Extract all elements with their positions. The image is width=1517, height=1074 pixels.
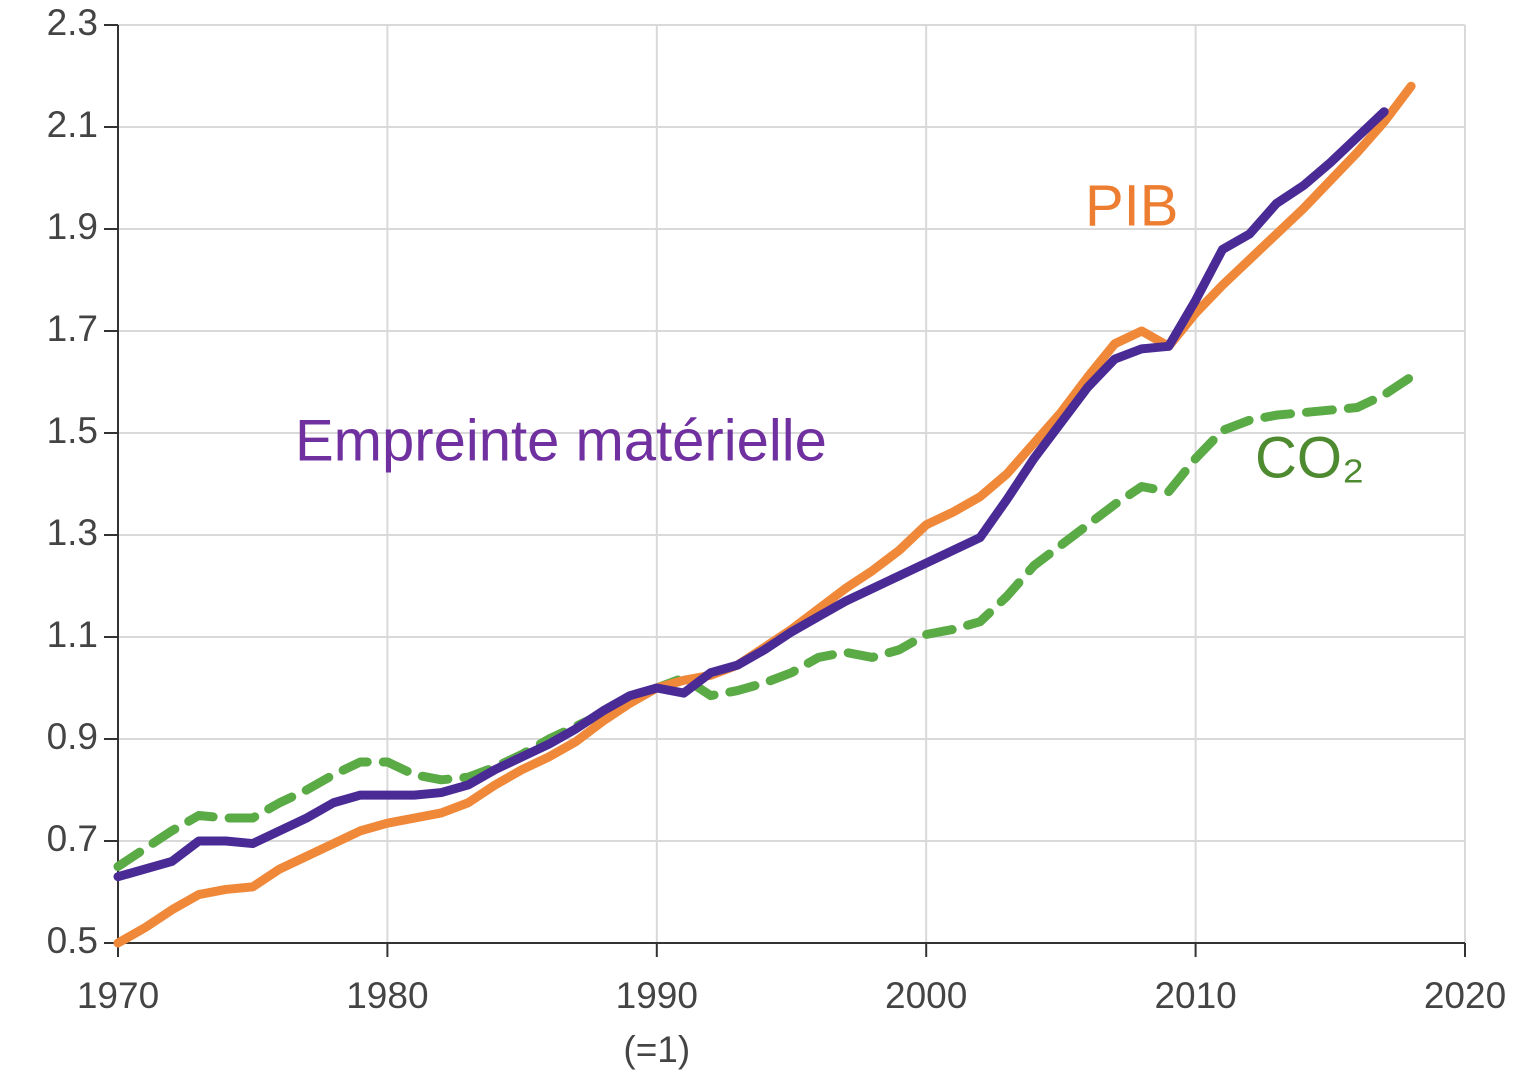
x-tick-label: 1970 (77, 975, 159, 1016)
y-tick-label: 1.9 (47, 206, 98, 247)
series-label: Empreinte matérielle (295, 408, 827, 473)
series-label: CO₂ (1255, 425, 1365, 490)
y-tick-label: 0.5 (47, 920, 98, 961)
y-tick-label: 1.1 (47, 614, 98, 655)
annotation: (=1) (623, 1029, 690, 1070)
x-tick-label: 2000 (885, 975, 967, 1016)
y-tick-label: 1.7 (47, 308, 98, 349)
x-tick-label: 2010 (1154, 975, 1236, 1016)
line-series (113, 372, 1416, 871)
y-tick-label: 2.3 (47, 2, 98, 43)
x-tick-label: 1980 (346, 975, 428, 1016)
x-tick-label: 2020 (1424, 975, 1506, 1016)
x-tick-label: 1990 (616, 975, 698, 1016)
line-series (113, 107, 1389, 882)
y-tick-label: 1.3 (47, 512, 98, 553)
y-tick-label: 0.7 (47, 818, 98, 859)
y-tick-label: 1.5 (47, 410, 98, 451)
y-tick-label: 0.9 (47, 716, 98, 757)
series-label: PIB (1085, 173, 1179, 238)
y-tick-label: 2.1 (47, 104, 98, 145)
